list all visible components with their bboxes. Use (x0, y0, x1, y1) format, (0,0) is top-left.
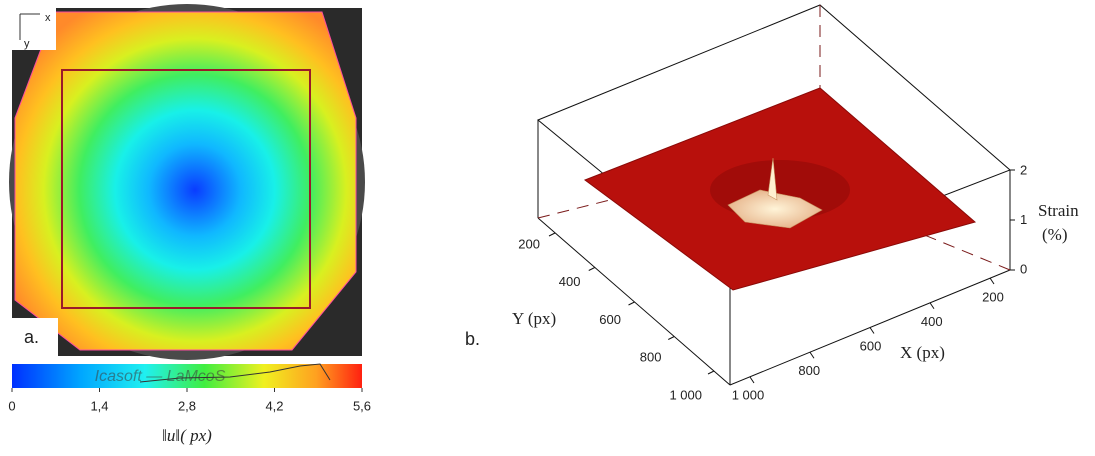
axis-tick-label: 600 (860, 338, 882, 353)
z-axis-label: (%) (1042, 225, 1067, 244)
axes-icon-x: x (45, 12, 51, 24)
colorbar-tick-label: 2,8 (178, 398, 196, 413)
displacement-field (14, 11, 357, 351)
axis-tick-label: 1 (1020, 212, 1027, 227)
axis-tick (588, 267, 595, 271)
axis-tick (668, 336, 675, 340)
region-of-interest (61, 69, 311, 309)
y-axis-label: Y (px) (512, 309, 556, 328)
strain-peak-base (727, 189, 823, 229)
axis-tick (749, 376, 755, 384)
axis-tick-label: 0 (1020, 261, 1027, 276)
colorbar-tick-label: 5,6 (353, 398, 371, 413)
axis-tick (869, 327, 875, 334)
axis-tick (548, 232, 556, 237)
axes-icon-y: y (24, 38, 30, 50)
axes-icon-box (12, 8, 56, 50)
x-axis-label: X (px) (900, 343, 945, 362)
panel-a: x y a. Icasoft — LaMcoS ‖u‖( px) (9, 4, 365, 445)
axis-tick-label: 800 (640, 350, 662, 365)
z-axis-label: Strain (1038, 201, 1079, 220)
axis-tick (809, 351, 815, 359)
axis-tick-label: 400 (921, 314, 943, 329)
axis-tick-label: 200 (982, 289, 1004, 304)
colorbar-title: ‖u‖( px) (162, 426, 212, 445)
axis-tick-label: 2 (1020, 162, 1027, 177)
colorbar-tick-label: 1,4 (90, 398, 108, 413)
colorbar-tick-label: 0 (8, 398, 15, 413)
axis-tick-label: 600 (599, 312, 621, 327)
panel-label-box (12, 318, 58, 356)
colorbar (12, 364, 362, 388)
axis-tick (628, 301, 635, 306)
panel-b (537, 4, 1011, 386)
axis-tick (989, 277, 995, 285)
panel-label: b. (465, 329, 480, 349)
strain-peak (767, 157, 778, 201)
colorbar-tick-label: 4,2 (265, 398, 283, 413)
axis-tick (929, 302, 935, 310)
axis-tick-label: 1 000 (669, 387, 702, 402)
panel-label: a. (24, 327, 39, 347)
axis-tick-label: 800 (798, 363, 820, 378)
axes-icon (19, 13, 40, 40)
axis-tick-label: 1 000 (732, 387, 765, 402)
axis-tick-label: 200 (518, 236, 540, 251)
colorbar-histogram (139, 363, 331, 383)
watermark: Icasoft — LaMcoS (95, 368, 226, 385)
axis-tick (707, 370, 715, 375)
axis-tick-label: 400 (559, 274, 581, 289)
